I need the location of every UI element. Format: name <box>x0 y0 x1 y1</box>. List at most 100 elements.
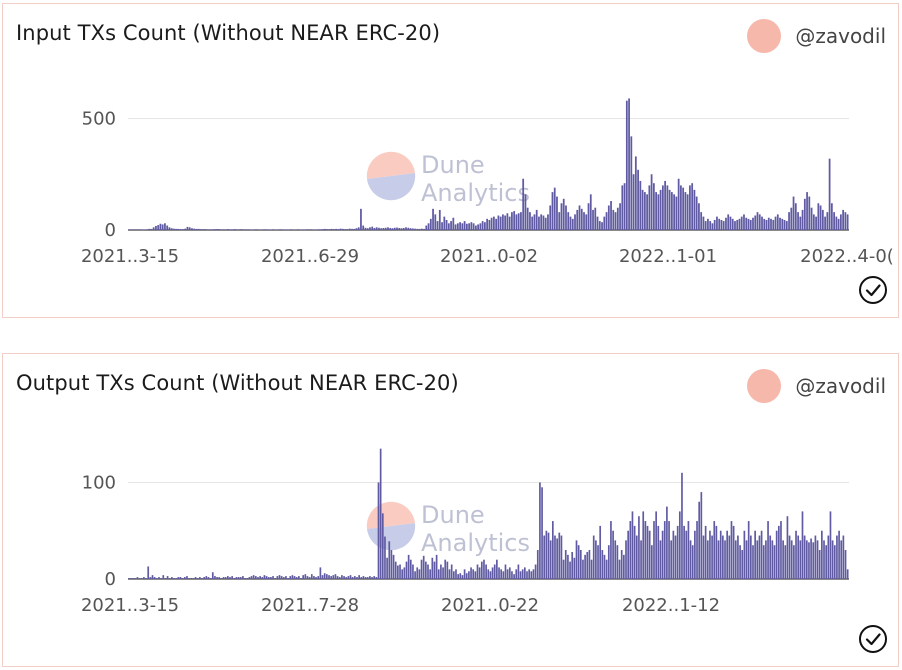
bar[interactable] <box>769 535 772 579</box>
bar[interactable] <box>567 212 570 230</box>
bar[interactable] <box>463 221 466 230</box>
avatar[interactable] <box>747 19 782 53</box>
bar[interactable] <box>681 472 683 579</box>
bar[interactable] <box>513 574 515 579</box>
bar[interactable] <box>661 185 664 230</box>
bar[interactable] <box>149 577 152 579</box>
bar[interactable] <box>621 185 624 230</box>
bar[interactable] <box>713 219 716 230</box>
bar[interactable] <box>554 535 556 579</box>
bar[interactable] <box>632 174 635 230</box>
bar[interactable] <box>233 229 236 230</box>
bar[interactable] <box>553 187 556 230</box>
bar[interactable] <box>435 554 438 579</box>
bar[interactable] <box>468 571 470 579</box>
bar[interactable] <box>522 178 525 230</box>
bar[interactable] <box>373 227 376 230</box>
bar[interactable] <box>541 487 543 579</box>
bar[interactable] <box>500 569 503 579</box>
bar[interactable] <box>432 208 434 230</box>
bar[interactable] <box>761 216 763 230</box>
bar[interactable] <box>720 219 723 230</box>
bar[interactable] <box>366 228 369 230</box>
bar[interactable] <box>134 578 137 579</box>
bar[interactable] <box>222 229 225 230</box>
bar[interactable] <box>443 216 446 230</box>
bar[interactable] <box>730 521 733 579</box>
bar[interactable] <box>202 229 205 230</box>
bar[interactable] <box>788 535 791 579</box>
bar[interactable] <box>709 221 712 230</box>
bar[interactable] <box>158 577 160 579</box>
bar[interactable] <box>704 221 707 230</box>
bar[interactable] <box>317 229 320 230</box>
bar[interactable] <box>459 222 461 230</box>
bar[interactable] <box>335 228 338 230</box>
bar[interactable] <box>799 540 802 579</box>
bar[interactable] <box>456 223 459 230</box>
bar[interactable] <box>442 567 444 579</box>
bar[interactable] <box>393 227 396 230</box>
bar[interactable] <box>481 221 484 230</box>
bar[interactable] <box>330 228 333 230</box>
bar[interactable] <box>155 578 158 579</box>
bar[interactable] <box>479 223 482 230</box>
bar[interactable] <box>560 203 563 230</box>
bar[interactable] <box>814 535 817 579</box>
bar[interactable] <box>715 525 718 579</box>
bar[interactable] <box>351 577 354 579</box>
bar[interactable] <box>343 576 345 579</box>
bar[interactable] <box>531 216 534 230</box>
bar[interactable] <box>214 576 216 579</box>
bar[interactable] <box>558 532 561 579</box>
bar[interactable] <box>545 530 548 579</box>
bar[interactable] <box>528 569 530 579</box>
bar[interactable] <box>596 216 599 230</box>
bar[interactable] <box>369 576 371 579</box>
bar[interactable] <box>719 530 722 579</box>
bar[interactable] <box>238 229 241 230</box>
bar[interactable] <box>589 194 592 230</box>
bar[interactable] <box>709 530 711 579</box>
bar[interactable] <box>783 219 786 230</box>
bar[interactable] <box>770 218 772 230</box>
bar[interactable] <box>416 228 419 230</box>
bar[interactable] <box>722 221 725 230</box>
bar[interactable] <box>222 577 225 579</box>
bar[interactable] <box>134 229 137 230</box>
bar[interactable] <box>132 229 135 230</box>
bar[interactable] <box>391 228 394 230</box>
bar[interactable] <box>203 577 206 579</box>
bar[interactable] <box>573 557 576 579</box>
bar[interactable] <box>502 214 504 230</box>
bar[interactable] <box>317 576 320 579</box>
bar[interactable] <box>816 540 819 579</box>
bar[interactable] <box>194 577 197 579</box>
bar[interactable] <box>673 194 676 230</box>
bar[interactable] <box>534 564 537 579</box>
bar[interactable] <box>610 201 612 230</box>
bar[interactable] <box>196 578 199 579</box>
bar[interactable] <box>672 530 675 579</box>
bar[interactable] <box>740 216 743 230</box>
bar[interactable] <box>429 569 431 579</box>
bar[interactable] <box>362 576 365 579</box>
bar[interactable] <box>246 578 249 579</box>
bar[interactable] <box>790 207 793 230</box>
bar[interactable] <box>650 545 653 579</box>
bar[interactable] <box>418 569 421 579</box>
bar[interactable] <box>164 223 166 230</box>
bar[interactable] <box>257 577 259 579</box>
bar[interactable] <box>493 216 495 230</box>
bar[interactable] <box>808 196 811 230</box>
bar[interactable] <box>648 185 651 230</box>
bar[interactable] <box>785 221 788 230</box>
bar[interactable] <box>336 576 339 579</box>
bar[interactable] <box>743 214 745 230</box>
bar[interactable] <box>487 569 490 579</box>
bar[interactable] <box>170 228 173 230</box>
bar[interactable] <box>463 569 466 579</box>
bar[interactable] <box>542 215 545 230</box>
bar[interactable] <box>680 185 682 230</box>
bar[interactable] <box>256 229 259 230</box>
